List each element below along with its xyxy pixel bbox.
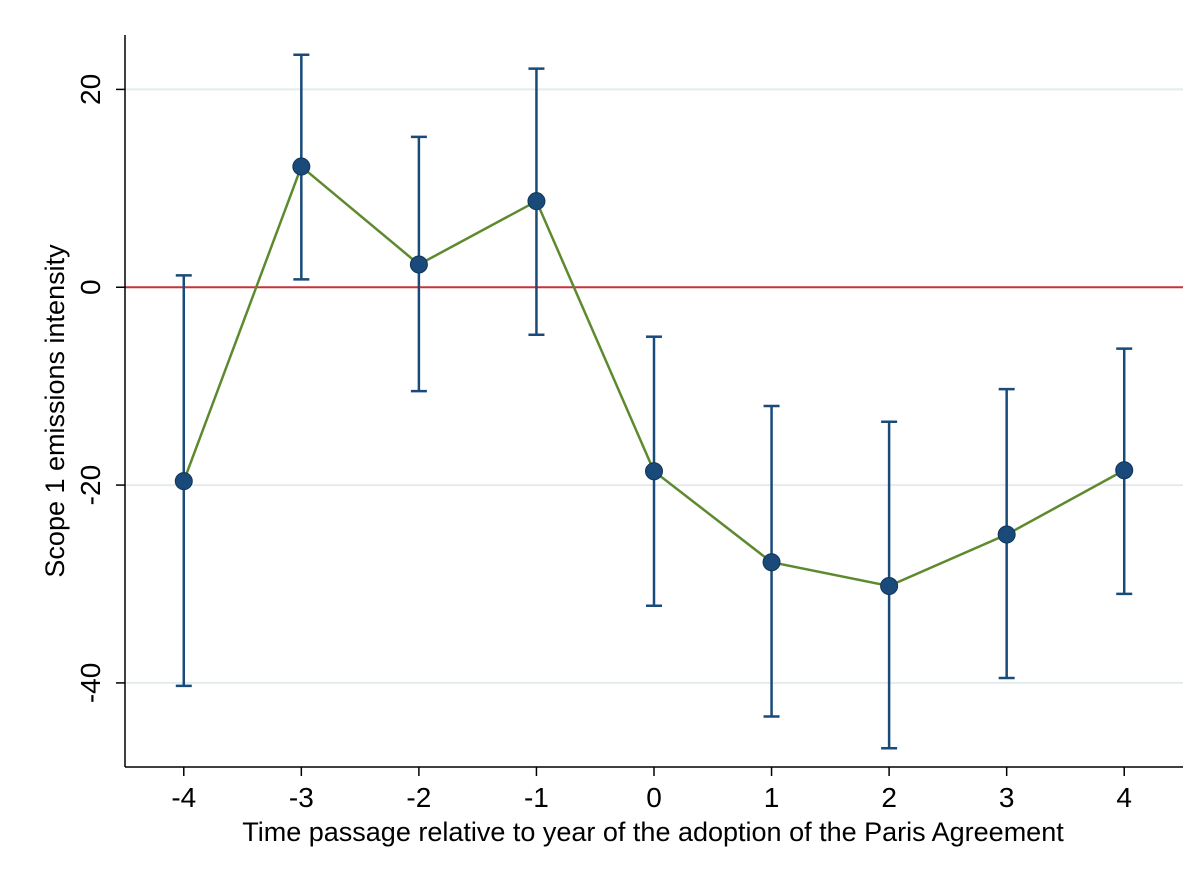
- y-tick-label: 0: [75, 279, 106, 295]
- y-tick-label: -40: [75, 663, 106, 703]
- data-point: [997, 525, 1016, 544]
- x-axis-title: Time passage relative to year of the ado…: [242, 817, 1064, 847]
- data-point: [174, 472, 193, 491]
- y-axis-title: Scope 1 emissions intensity: [40, 244, 70, 578]
- x-tick-label: 4: [1116, 782, 1132, 813]
- data-point: [527, 192, 546, 211]
- data-point: [645, 462, 663, 481]
- x-tick-label: -2: [406, 782, 431, 813]
- error-bars: [175, 53, 1133, 750]
- x-tick-label: 3: [999, 782, 1015, 813]
- data-point: [1115, 461, 1134, 480]
- x-tick-label: -4: [171, 782, 196, 813]
- data-points: [174, 157, 1134, 595]
- y-axis-ticks: -40 -20 0 20: [75, 74, 125, 703]
- data-point: [880, 576, 899, 595]
- x-tick-label: -3: [289, 782, 314, 813]
- x-tick-label: 2: [881, 782, 897, 813]
- x-tick-label: 0: [646, 782, 662, 813]
- data-point: [409, 255, 428, 274]
- x-axis-ticks: -4 -3 -2 -1 0 1 2 3 4: [171, 767, 1132, 813]
- data-point: [762, 553, 781, 572]
- y-tick-label: -20: [75, 465, 106, 505]
- y-tick-label: 20: [75, 74, 106, 105]
- x-tick-label: -1: [524, 782, 549, 813]
- data-point: [292, 157, 311, 176]
- x-tick-label: 1: [764, 782, 780, 813]
